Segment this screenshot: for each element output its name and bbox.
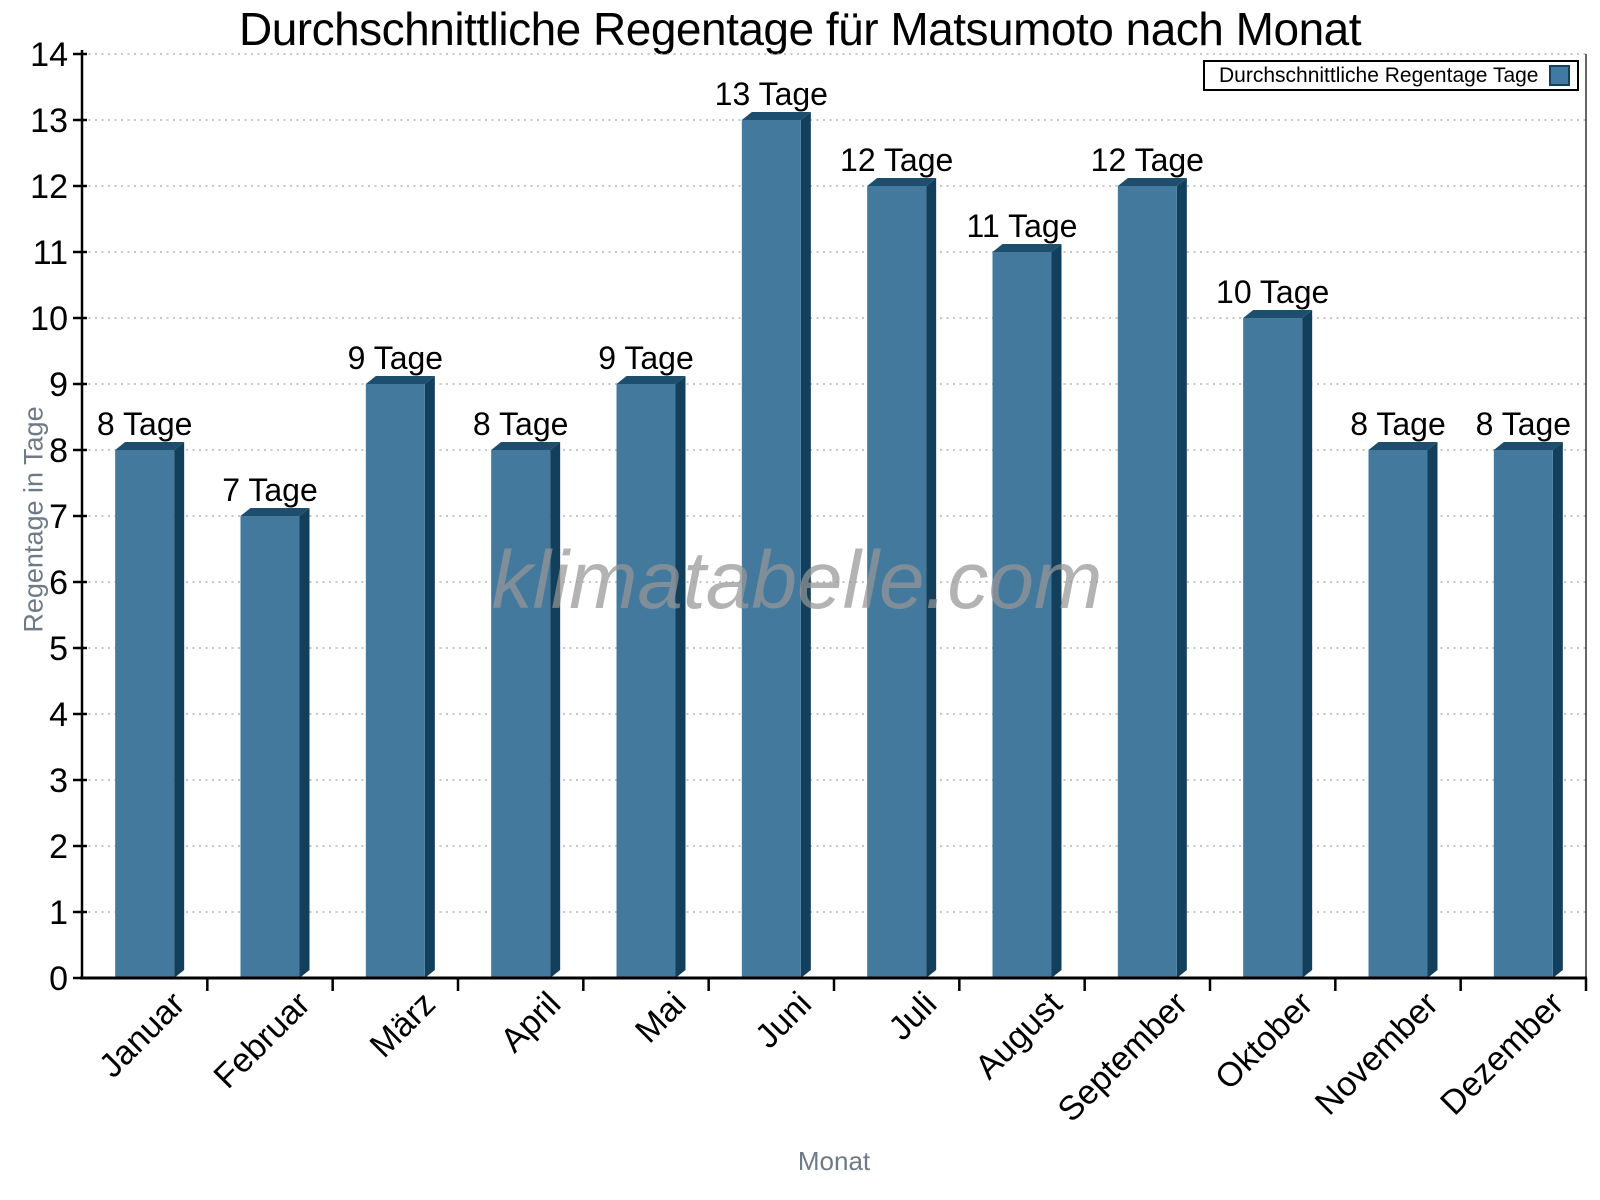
bar-top-face <box>1243 310 1313 318</box>
bar-side-face <box>926 178 937 978</box>
chart-title: Durchschnittliche Regentage für Matsumot… <box>238 3 1362 55</box>
x-tick-label: November <box>1308 985 1446 1123</box>
x-tick-label: September <box>1051 985 1195 1129</box>
y-tick-label: 12 <box>30 168 68 206</box>
y-tick-label: 6 <box>49 564 68 602</box>
bar <box>1493 450 1553 978</box>
bar-value-label: 7 Tage <box>222 472 318 508</box>
bar-value-label: 11 Tage <box>967 208 1078 244</box>
bar <box>240 516 300 978</box>
bar-top-face <box>992 244 1062 252</box>
legend-label: Durchschnittliche Regentage Tage <box>1219 63 1539 87</box>
bar <box>1243 318 1303 978</box>
bar-side-face <box>1552 442 1563 978</box>
bar-value-label: 12 Tage <box>840 142 953 178</box>
y-tick-label: 2 <box>49 828 68 866</box>
y-tick-label: 11 <box>33 234 68 272</box>
bar-value-label: 8 Tage <box>97 406 193 442</box>
x-tick-label: Juli <box>881 985 944 1048</box>
bar-value-label: 9 Tage <box>598 340 694 376</box>
y-tick-label: 0 <box>49 960 68 998</box>
bar-top-face <box>741 112 811 120</box>
x-tick-label: Mai <box>628 985 694 1051</box>
y-tick-label: 4 <box>49 696 68 734</box>
bar-side-face <box>174 442 185 978</box>
bar-value-label: 8 Tage <box>1350 406 1446 442</box>
y-tick-label: 8 <box>49 432 68 470</box>
bar <box>741 120 801 978</box>
y-tick-label: 14 <box>30 36 68 74</box>
bar <box>992 252 1052 978</box>
bar-value-label: 13 Tage <box>715 76 828 112</box>
bar-side-face <box>1176 178 1187 978</box>
bar-top-face <box>1493 442 1563 450</box>
y-tick-label: 13 <box>30 102 68 140</box>
legend-swatch-icon <box>1549 65 1570 86</box>
x-tick-label: Januar <box>92 985 192 1085</box>
bar <box>491 450 551 978</box>
bar-top-face <box>491 442 561 450</box>
bar-top-face <box>115 442 185 450</box>
bar-value-label: 9 Tage <box>348 340 444 376</box>
bar-side-face <box>675 376 686 978</box>
bar-side-face <box>1427 442 1438 978</box>
bar <box>1368 450 1428 978</box>
bar <box>1117 186 1177 978</box>
y-tick-label: 5 <box>49 630 68 668</box>
legend: Durchschnittliche Regentage Tage <box>1203 60 1579 91</box>
bar-value-label: 8 Tage <box>473 406 569 442</box>
x-tick-label: März <box>363 985 443 1065</box>
bar-side-face <box>550 442 561 978</box>
bar-value-label: 8 Tage <box>1476 406 1572 442</box>
bar-top-face <box>616 376 686 384</box>
bar-top-face <box>867 178 937 186</box>
bar-top-face <box>240 508 310 516</box>
bar <box>616 384 676 978</box>
y-tick-label: 3 <box>49 762 68 800</box>
x-tick-label: April <box>493 985 568 1060</box>
x-axis-title: Monat <box>797 1146 871 1176</box>
bar-side-face <box>1302 310 1313 978</box>
bar-top-face <box>365 376 435 384</box>
y-tick-label: 9 <box>49 366 68 404</box>
bar-side-face <box>424 376 435 978</box>
bar <box>867 186 927 978</box>
bar-value-label: 10 Tage <box>1216 274 1329 310</box>
y-axis-title: Regentage in Tage <box>18 406 49 633</box>
y-tick-label: 10 <box>30 300 68 338</box>
bar-side-face <box>800 112 811 978</box>
y-tick-label: 7 <box>49 498 68 536</box>
bar-side-face <box>299 508 310 978</box>
bar-top-face <box>1117 178 1187 186</box>
bar <box>115 450 175 978</box>
bar-value-label: 12 Tage <box>1091 142 1204 178</box>
x-tick-label: August <box>968 984 1070 1086</box>
bar <box>365 384 425 978</box>
bar-side-face <box>1051 244 1062 978</box>
x-tick-label: Oktober <box>1208 985 1320 1097</box>
bar-top-face <box>1368 442 1438 450</box>
y-tick-label: 1 <box>49 894 68 932</box>
x-tick-label: Juni <box>748 985 819 1056</box>
x-tick-label: Februar <box>207 985 318 1096</box>
x-tick-label: Dezember <box>1433 985 1571 1123</box>
